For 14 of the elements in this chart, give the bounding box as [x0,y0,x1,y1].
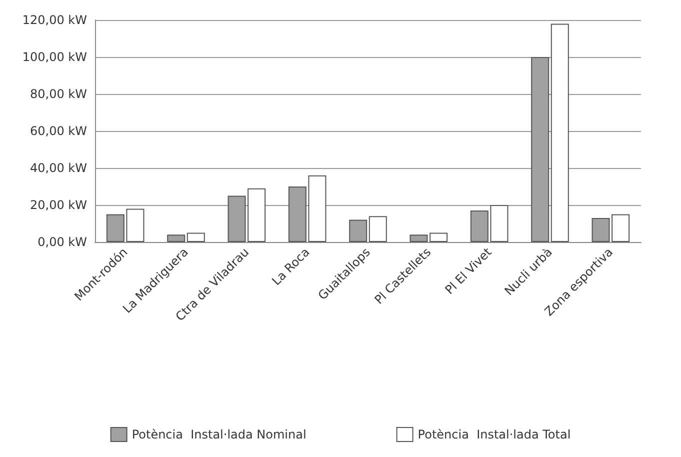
y-tick-label: 20,00 kW [30,198,88,212]
bar [368,216,387,242]
y-tick-label: 40,00 kW [30,161,88,175]
bar [349,220,368,242]
legend-label: Potència Instal·lada Nominal [132,428,306,442]
y-tick-label: 100,00 kW [22,50,88,64]
bar [167,234,186,242]
y-tick-label: 0,00 kW [38,235,88,249]
bar [550,24,569,242]
bar [186,232,205,242]
legend-label: Potència Instal·lada Total [418,428,571,442]
y-tick-label: 60,00 kW [30,124,88,138]
y-tick-label: 80,00 kW [30,87,88,101]
y-tick-label: 120,00 kW [22,13,88,27]
